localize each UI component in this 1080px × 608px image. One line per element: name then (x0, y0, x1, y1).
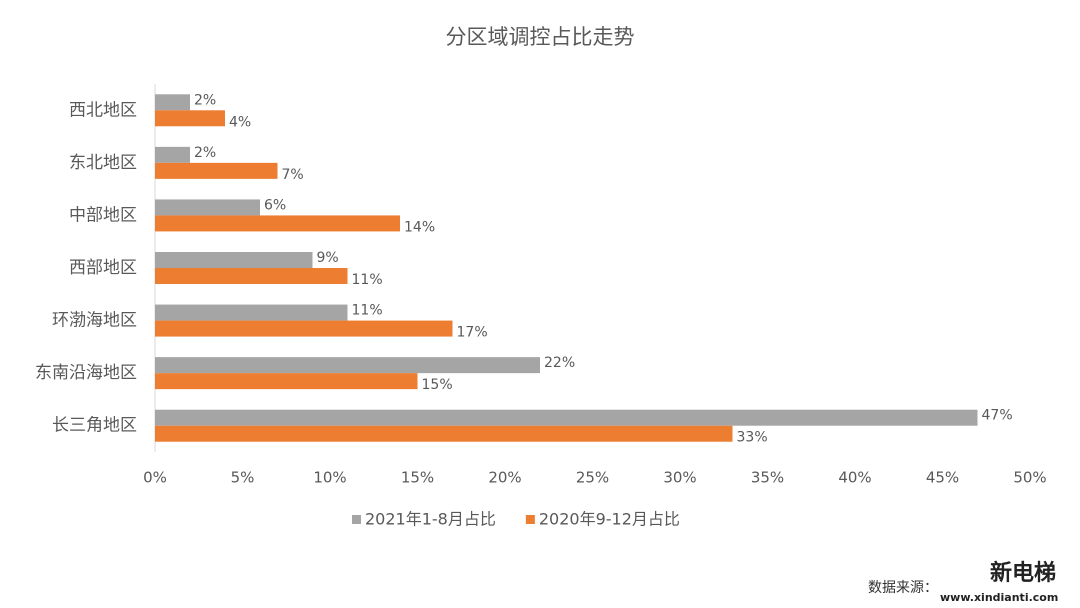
x-tick-label: 10% (313, 469, 346, 487)
x-tick-label: 40% (838, 469, 871, 487)
value-label: 4% (229, 114, 251, 130)
value-label: 6% (264, 197, 286, 213)
x-tick-label: 15% (401, 469, 434, 487)
bar (155, 146, 190, 163)
bar (155, 425, 733, 442)
x-tick-label: 0% (143, 469, 167, 487)
bar (155, 252, 313, 268)
legend-swatch (352, 515, 361, 524)
value-label: 14% (404, 219, 435, 235)
x-tick-label: 50% (1013, 469, 1046, 487)
value-label: 11% (352, 303, 383, 319)
y-tick-label: 西部地区 (69, 258, 137, 278)
bar (155, 268, 348, 284)
y-tick-label: 长三角地区 (52, 416, 137, 436)
y-tick-label: 西北地区 (69, 100, 137, 120)
value-label: 9% (317, 250, 339, 266)
chart-title: 分区域调控占比走势 (446, 25, 635, 49)
value-label: 2% (194, 145, 216, 161)
legend-label: 2020年9-12月占比 (539, 510, 680, 529)
source: 数据来源： (868, 580, 938, 596)
y-tick-label: 环渤海地区 (52, 311, 137, 331)
bar (155, 320, 453, 337)
value-label: 47% (982, 408, 1013, 424)
bar (155, 373, 418, 390)
y-tick-label: 东北地区 (69, 153, 137, 173)
x-tick-label: 5% (231, 469, 255, 487)
x-tick-label: 30% (663, 469, 696, 487)
value-label: 17% (457, 325, 488, 341)
bar (155, 199, 260, 216)
bar (155, 409, 978, 426)
x-tick-label: 35% (751, 469, 784, 487)
x-tick-label: 25% (576, 469, 609, 487)
bar (155, 304, 348, 321)
value-label: 15% (422, 377, 453, 393)
y-tick-label: 东南沿海地区 (35, 363, 137, 383)
value-label: 11% (352, 272, 383, 288)
value-label: 22% (544, 355, 575, 371)
value-label: 33% (737, 430, 768, 446)
bar (155, 162, 278, 179)
legend-swatch (525, 515, 535, 524)
bar (155, 215, 400, 232)
x-tick-label: 45% (926, 469, 959, 487)
bar (155, 94, 190, 111)
y-tick-label: 中部地区 (69, 205, 137, 225)
logo-name: 新电梯 (990, 560, 1056, 586)
bar (155, 110, 225, 127)
x-tick-label: 20% (488, 469, 521, 487)
value-label: 7% (282, 167, 304, 183)
bar (155, 357, 540, 374)
legend-label: 2021年1-8月占比 (365, 510, 496, 529)
logo-url: www.xindianti.com (940, 591, 1058, 604)
value-label: 2% (194, 92, 216, 108)
